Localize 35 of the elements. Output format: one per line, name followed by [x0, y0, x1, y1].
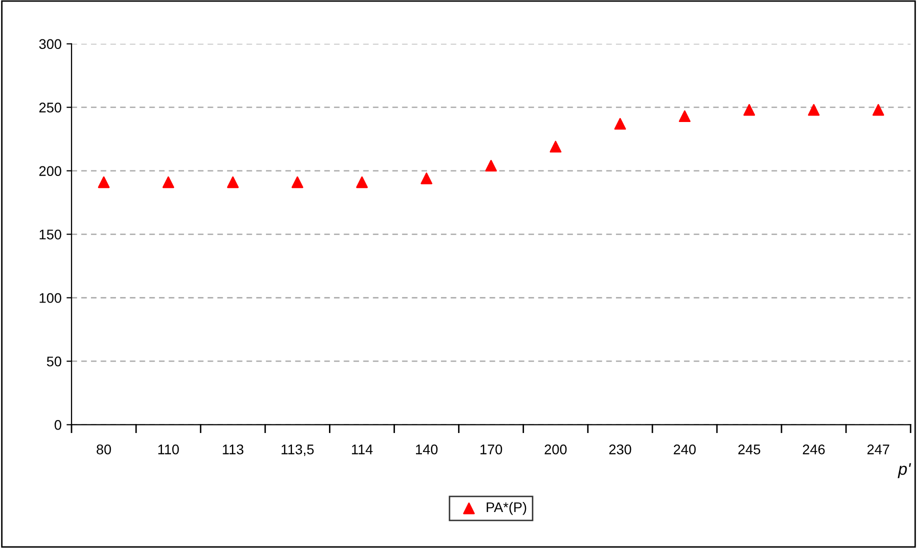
x-tick-label: 80: [96, 444, 111, 454]
x-tick-label: 110: [158, 444, 179, 454]
y-tick-label: 100: [40, 293, 62, 303]
x-tick-label: 113: [222, 444, 244, 454]
point: [614, 118, 626, 130]
x-tick-label: 246: [802, 444, 825, 454]
point: [292, 176, 304, 188]
point: [550, 140, 562, 153]
x-axis-title: p': [898, 463, 912, 478]
x-tick-label: 247: [867, 444, 890, 454]
point: [162, 176, 174, 188]
point: [872, 104, 884, 116]
point: [743, 104, 756, 116]
point: [808, 104, 820, 116]
x-tick-label: 245: [738, 444, 760, 454]
point: [356, 176, 368, 188]
x-tick-label: 230: [609, 444, 632, 454]
y-tick-label: 50: [46, 356, 62, 366]
y-tick-label: 300: [39, 39, 62, 50]
point: [678, 110, 691, 122]
x-tick-label: 140: [416, 444, 438, 454]
point: [420, 172, 432, 184]
y-tick-label: 200: [39, 166, 62, 176]
y-tick-label: 0: [54, 420, 62, 430]
x-tick-label: 114: [352, 444, 373, 454]
x-tick-label: 200: [544, 444, 567, 454]
x-tick-label: 113,5: [282, 444, 314, 456]
point: [98, 176, 110, 188]
y-tick-label: 150: [40, 230, 62, 240]
point: [485, 160, 497, 172]
x-tick-label: 170: [480, 444, 502, 454]
legend-label: PA*(P): [486, 502, 526, 515]
y-tick-label: 250: [39, 102, 62, 112]
x-tick-label: 240: [674, 444, 696, 454]
point: [227, 176, 239, 188]
